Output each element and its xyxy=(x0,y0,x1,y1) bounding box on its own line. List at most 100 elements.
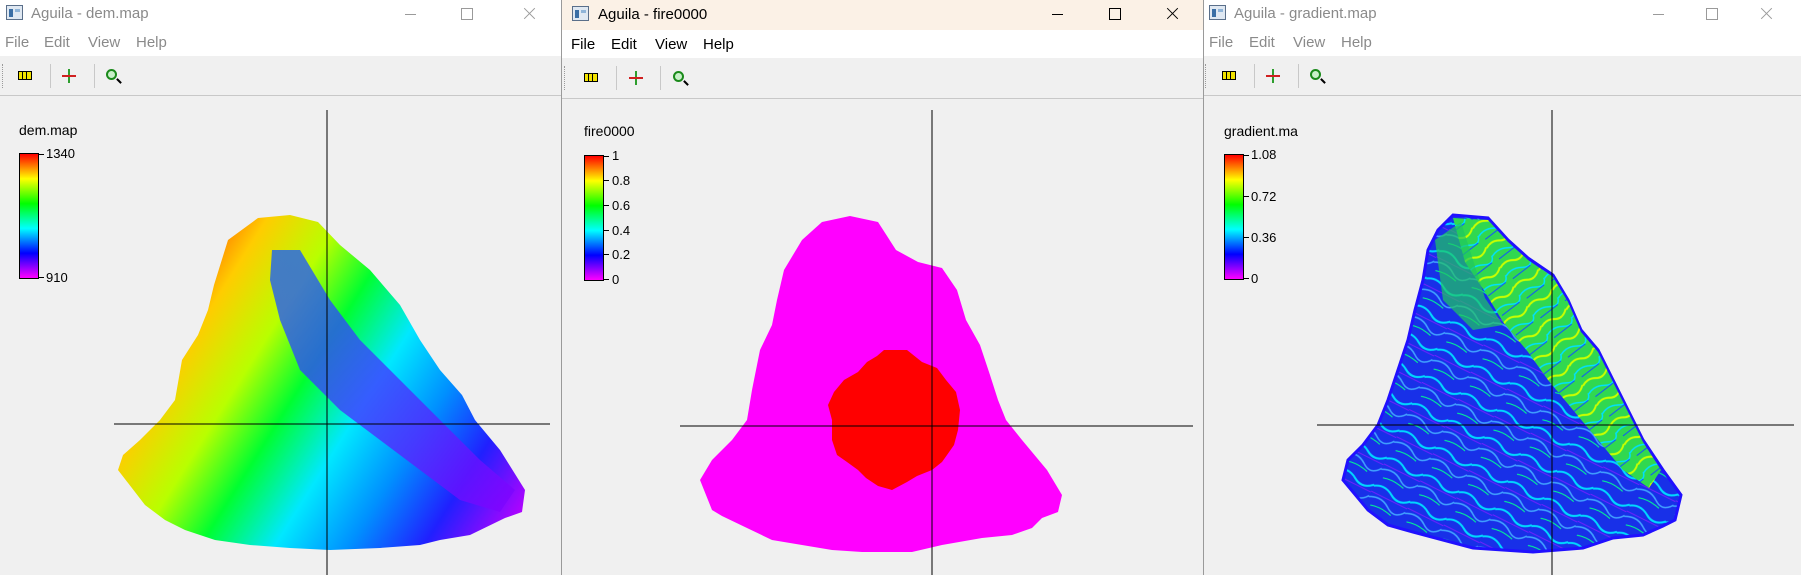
toolbar-separator xyxy=(50,64,51,88)
zoom-icon xyxy=(1310,69,1321,80)
scale-tick xyxy=(1244,196,1249,197)
legend-button[interactable] xyxy=(15,66,37,86)
gradient-map xyxy=(1341,213,1683,554)
map-canvas[interactable] xyxy=(1203,0,1801,575)
toolbar xyxy=(562,58,1203,99)
slope-region xyxy=(1435,222,1503,330)
valley-shading xyxy=(270,250,515,512)
color-scale xyxy=(1224,154,1244,280)
legend-title: fire0000 xyxy=(584,123,635,139)
minimize-button[interactable] xyxy=(1636,0,1682,28)
map-canvas[interactable] xyxy=(0,0,562,575)
scale-tick xyxy=(1244,278,1249,279)
maximize-button[interactable] xyxy=(1689,0,1735,28)
cursor-button[interactable] xyxy=(58,66,80,86)
menu-edit[interactable]: Edit xyxy=(1249,34,1275,51)
cursor-cross-icon xyxy=(62,69,76,83)
toolbar-separator xyxy=(94,64,95,88)
maximize-button[interactable] xyxy=(1092,0,1138,30)
toolbar-separator xyxy=(660,66,661,90)
scale-label: 0 xyxy=(1251,271,1259,286)
scale-label: 0.2 xyxy=(612,247,631,262)
zoom-icon xyxy=(106,69,117,80)
cursor-button[interactable] xyxy=(625,68,647,88)
scale-tick xyxy=(604,205,609,206)
scale-label: 0.6 xyxy=(612,198,631,213)
scale-tick xyxy=(39,277,44,278)
zoom-button[interactable] xyxy=(102,66,124,86)
scale-max-label: 1340 xyxy=(46,146,75,161)
window-dem[interactable]: Aguila - dem.map File Edit View Help dem… xyxy=(0,0,562,575)
menu-bar: File Edit View Help xyxy=(0,28,562,56)
scale-label: 0 xyxy=(612,272,620,287)
zoom-icon xyxy=(673,71,684,82)
menu-help[interactable]: Help xyxy=(1341,34,1372,51)
menu-help[interactable]: Help xyxy=(136,34,167,51)
scale-label: 0.8 xyxy=(612,173,631,188)
legend-icon xyxy=(584,73,598,82)
scale-tick xyxy=(604,156,609,157)
scale-tick xyxy=(39,154,44,155)
legend-title: gradient.ma xyxy=(1224,123,1298,139)
window-fire[interactable]: Aguila - fire0000 File Edit View Help fi… xyxy=(561,0,1204,575)
scale-label: 1 xyxy=(612,148,620,163)
color-scale xyxy=(19,153,39,279)
cursor-cross-icon xyxy=(629,71,643,85)
maximize-button[interactable] xyxy=(444,0,490,28)
window-title: Aguila - dem.map xyxy=(31,5,149,22)
menu-file[interactable]: File xyxy=(1209,34,1234,51)
scale-tick xyxy=(1244,237,1249,238)
menu-view[interactable]: View xyxy=(88,34,121,51)
map-canvas[interactable] xyxy=(562,0,1204,575)
scale-label: 1.08 xyxy=(1251,147,1277,162)
menu-view[interactable]: View xyxy=(1293,34,1326,51)
scale-label: 0.36 xyxy=(1251,230,1277,245)
app-icon xyxy=(1209,5,1226,20)
menu-bar: File Edit View Help xyxy=(1203,28,1801,56)
menu-help[interactable]: Help xyxy=(703,36,734,53)
title-bar[interactable]: Aguila - fire0000 xyxy=(562,0,1203,30)
scale-label: 0.4 xyxy=(612,223,631,238)
toolbar-grip[interactable] xyxy=(2,64,5,88)
legend-title: dem.map xyxy=(19,122,78,138)
steep-slope-region xyxy=(1453,218,1661,488)
toolbar-separator xyxy=(1254,64,1255,88)
window-title: Aguila - fire0000 xyxy=(598,6,708,23)
scale-tick xyxy=(604,230,609,231)
zoom-button[interactable] xyxy=(1306,66,1328,86)
toolbar xyxy=(1203,56,1801,96)
minimize-button[interactable] xyxy=(1035,0,1081,30)
window-gradient[interactable]: Aguila - gradient.map File Edit View Hel… xyxy=(1203,0,1801,575)
menu-file[interactable]: File xyxy=(571,36,596,53)
legend-icon xyxy=(1222,71,1236,80)
window-title: Aguila - gradient.map xyxy=(1234,5,1377,22)
scale-label: 0.72 xyxy=(1251,189,1277,204)
cursor-button[interactable] xyxy=(1262,66,1284,86)
toolbar-grip[interactable] xyxy=(1205,64,1208,88)
cursor-cross-icon xyxy=(1266,69,1280,83)
scale-tick xyxy=(604,254,609,255)
burned-area xyxy=(828,350,960,490)
menu-bar: File Edit View Help xyxy=(562,30,1203,58)
scale-min-label: 910 xyxy=(46,270,68,285)
title-bar[interactable]: Aguila - gradient.map xyxy=(1203,0,1801,28)
menu-file[interactable]: File xyxy=(5,34,30,51)
toolbar-grip[interactable] xyxy=(564,66,567,90)
zoom-button[interactable] xyxy=(669,68,691,88)
title-bar[interactable]: Aguila - dem.map xyxy=(0,0,562,28)
menu-view[interactable]: View xyxy=(655,36,688,53)
menu-edit[interactable]: Edit xyxy=(44,34,70,51)
minimize-button[interactable] xyxy=(388,0,434,28)
legend-icon xyxy=(18,71,32,80)
app-icon xyxy=(572,6,589,21)
toolbar-separator xyxy=(616,66,617,90)
scale-tick xyxy=(604,279,609,280)
toolbar-separator xyxy=(1298,64,1299,88)
scale-tick xyxy=(604,180,609,181)
menu-edit[interactable]: Edit xyxy=(611,36,637,53)
legend-button[interactable] xyxy=(1219,66,1241,86)
color-scale xyxy=(584,155,604,281)
toolbar xyxy=(0,56,562,96)
app-icon xyxy=(6,5,23,20)
legend-button[interactable] xyxy=(581,68,603,88)
